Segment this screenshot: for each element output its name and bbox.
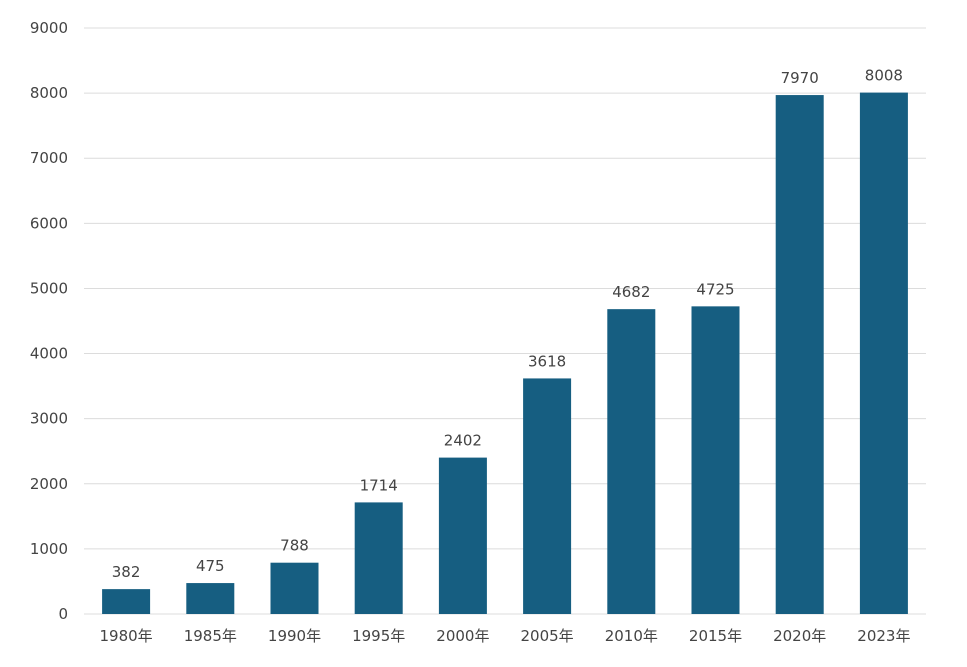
x-tick-label: 2005年 (521, 627, 574, 645)
bar (186, 583, 235, 614)
bars (102, 92, 908, 615)
data-label: 7970 (781, 69, 819, 87)
x-tick-label: 2020年 (773, 627, 826, 645)
y-tick-label: 9000 (30, 19, 68, 37)
x-tick-label: 1985年 (184, 627, 237, 645)
data-label: 4725 (696, 280, 734, 298)
data-label: 382 (112, 563, 141, 581)
x-tick-label: 1995年 (352, 627, 405, 645)
data-label: 2402 (444, 432, 482, 450)
gridlines (84, 27, 926, 615)
x-tick-label: 2015年 (689, 627, 742, 645)
data-labels: 382 475 788 1714 2402 3618 4682 4725 7970 8008 (112, 67, 903, 582)
bar (438, 457, 487, 614)
y-tick-label: 1000 (30, 540, 68, 558)
data-label: 4682 (612, 283, 650, 301)
y-axis-ticks: 0 1000 2000 3000 4000 5000 6000 7000 8000 9000 (30, 19, 68, 623)
bar (270, 562, 319, 614)
y-tick-label: 6000 (30, 214, 68, 232)
y-tick-label: 4000 (30, 345, 68, 363)
x-tick-label: 1990年 (268, 627, 321, 645)
data-label: 3618 (528, 352, 566, 370)
y-tick-label: 8000 (30, 84, 68, 102)
bar (354, 502, 403, 614)
x-tick-label: 2000年 (436, 627, 489, 645)
y-tick-label: 2000 (30, 475, 68, 493)
data-label: 475 (196, 557, 225, 575)
data-label: 788 (280, 537, 309, 555)
x-tick-label: 2010年 (605, 627, 658, 645)
bar (691, 306, 740, 614)
y-tick-label: 0 (58, 605, 68, 623)
y-tick-label: 3000 (30, 410, 68, 428)
y-tick-label: 7000 (30, 149, 68, 167)
bar (523, 378, 572, 614)
x-tick-label: 2023年 (857, 627, 910, 645)
bar (607, 309, 656, 614)
x-tick-label: 1980年 (100, 627, 153, 645)
bar (859, 92, 908, 615)
x-axis-ticks: 1980年 1985年 1990年 1995年 2000年 2005年 2010年 2015年… (100, 627, 911, 645)
bar (775, 95, 824, 614)
data-label: 1714 (360, 476, 398, 494)
y-tick-label: 5000 (30, 279, 68, 297)
bar (102, 589, 151, 614)
data-label: 8008 (865, 67, 903, 85)
